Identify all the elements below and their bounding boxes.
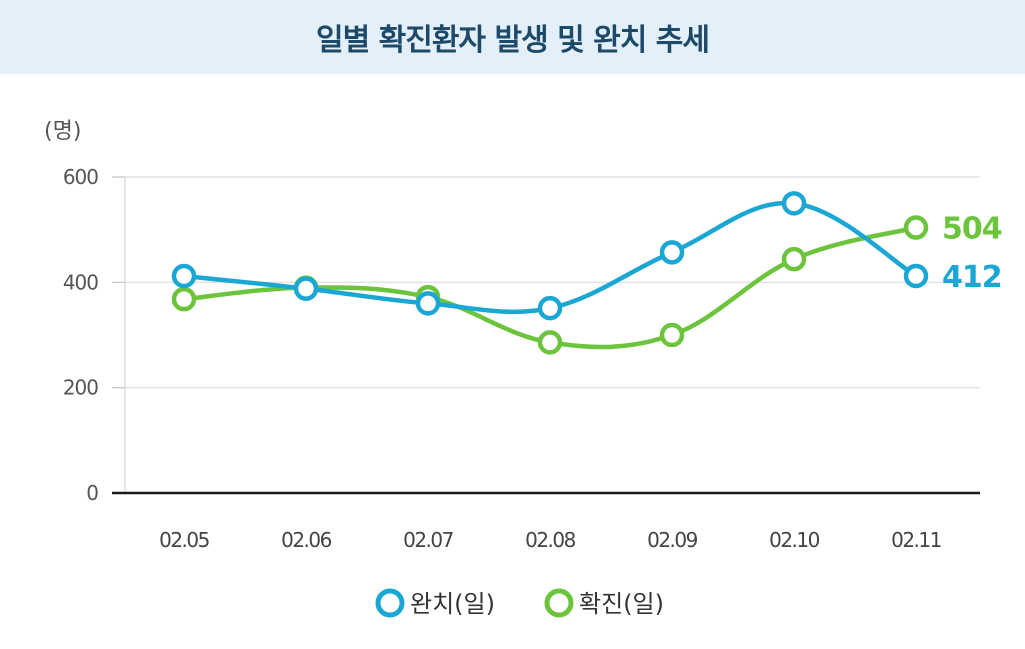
legend-marker — [375, 588, 405, 618]
data-point — [781, 246, 807, 272]
data-point — [415, 291, 441, 316]
x-tick-label: 02.05 — [159, 528, 209, 552]
series-line-0 — [181, 200, 919, 315]
x-tick-label: 02.08 — [525, 528, 576, 552]
data-point — [537, 295, 563, 321]
data-point — [293, 276, 319, 301]
legend: 완치(일) 확진(일) — [375, 588, 664, 618]
legend-label: 확진(일) — [579, 590, 664, 618]
data-point — [171, 286, 197, 312]
data-point — [903, 215, 929, 240]
end-value-label: 412 — [942, 260, 1002, 295]
data-point — [171, 263, 197, 289]
data-point — [659, 322, 685, 348]
chart-header: 일별 확진환자 발생 및 완치 추세 — [0, 0, 1025, 74]
data-point — [781, 191, 807, 216]
data-point — [903, 263, 929, 289]
point-layer — [171, 191, 929, 355]
end-value-label: 504 — [942, 212, 1002, 247]
x-tick-label: 02.09 — [647, 528, 698, 552]
data-point — [659, 240, 685, 265]
y-axis-unit-label: (명) — [44, 119, 81, 144]
x-tick-label: 02.10 — [769, 528, 820, 552]
legend-marker — [544, 588, 574, 618]
y-tick-label: 200 — [63, 376, 98, 400]
chart-title: 일별 확진환자 발생 및 완치 추세 — [315, 23, 710, 58]
x-tick-label: 02.11 — [891, 528, 941, 552]
y-tick-label: 400 — [63, 270, 98, 294]
y-tick-label: 600 — [63, 165, 98, 189]
data-point — [537, 330, 563, 355]
line-layer — [181, 200, 919, 350]
y-tick-label: 0 — [86, 481, 98, 505]
x-tick-label: 02.07 — [403, 528, 454, 552]
x-tick-label: 02.06 — [281, 528, 332, 552]
axis-layer: 0 200 400 600 02.05 02.06 02.07 02.08 02.09 02.10… — [63, 165, 980, 552]
legend-label: 완치(일) — [410, 590, 495, 618]
